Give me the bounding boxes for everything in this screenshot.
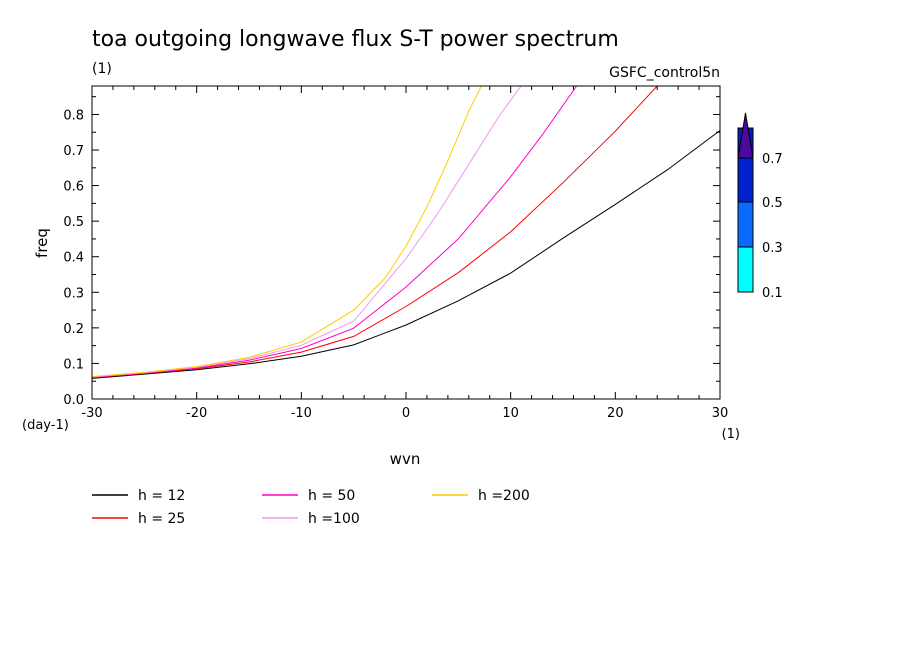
colorbar-segment xyxy=(737,246,754,293)
legend: h = 12 h = 25 h = 50 h =100 h =200 xyxy=(92,488,530,527)
x-tick-label: -10 xyxy=(291,406,312,421)
y-tick-label: 0.1 xyxy=(63,357,84,372)
y-tick-label: 0.7 xyxy=(63,144,84,159)
colorbar-label: 0.1 xyxy=(762,286,783,301)
series-line-5 xyxy=(91,85,482,378)
chart-subtitle: (1) xyxy=(92,61,112,77)
colorbar-label: 0.7 xyxy=(762,152,783,167)
colorbar-segment xyxy=(737,201,754,248)
x-tick-label: 0 xyxy=(402,406,410,421)
x-axis-label: wvn xyxy=(390,450,421,468)
axis-ticks: -30 -20 -10 0 10 20 30 0.0 0.1 0.2 0.3 0.4 0.5 0.6 0.7… xyxy=(63,86,728,421)
x-tick-label: -20 xyxy=(186,406,207,421)
colorbar-segment xyxy=(737,157,754,203)
y-tick-label: 0.0 xyxy=(63,393,84,408)
colorbar-label: 0.3 xyxy=(762,241,783,256)
series-line-2 xyxy=(91,85,658,379)
y-tick-label: 0.5 xyxy=(63,215,84,230)
x-unit-label: (1) xyxy=(722,427,740,442)
legend-label-4: h =100 xyxy=(308,511,360,527)
legend-label-2: h = 25 xyxy=(138,511,185,527)
y-tick-label: 0.8 xyxy=(63,108,84,123)
y-unit-label: (day-1) xyxy=(22,418,69,433)
series-lines xyxy=(91,85,721,379)
x-tick-label: 30 xyxy=(712,406,729,421)
colorbar-arrow xyxy=(737,112,754,159)
y-tick-label: 0.4 xyxy=(63,251,84,266)
x-tick-label: -30 xyxy=(81,406,102,421)
source-label: GSFC_control5n xyxy=(609,65,720,81)
y-tick-label: 0.2 xyxy=(63,322,84,337)
y-axis-label: freq xyxy=(33,228,51,258)
legend-label-3: h = 50 xyxy=(308,488,355,504)
x-tick-label: 20 xyxy=(607,406,624,421)
colorbar-label: 0.5 xyxy=(762,196,783,211)
chart-title: toa outgoing longwave flux S-T power spe… xyxy=(92,27,619,52)
series-line-3 xyxy=(91,85,578,378)
colorbar: 0.1 0.3 0.5 0.7 xyxy=(737,112,783,301)
series-line-4 xyxy=(91,85,522,378)
legend-label-1: h = 12 xyxy=(138,488,185,504)
legend-label-5: h =200 xyxy=(478,488,530,504)
series-line-1 xyxy=(91,130,721,379)
y-tick-label: 0.6 xyxy=(63,180,84,195)
x-tick-label: 10 xyxy=(502,406,519,421)
y-tick-label: 0.3 xyxy=(63,286,84,301)
plot-frame xyxy=(91,85,721,400)
